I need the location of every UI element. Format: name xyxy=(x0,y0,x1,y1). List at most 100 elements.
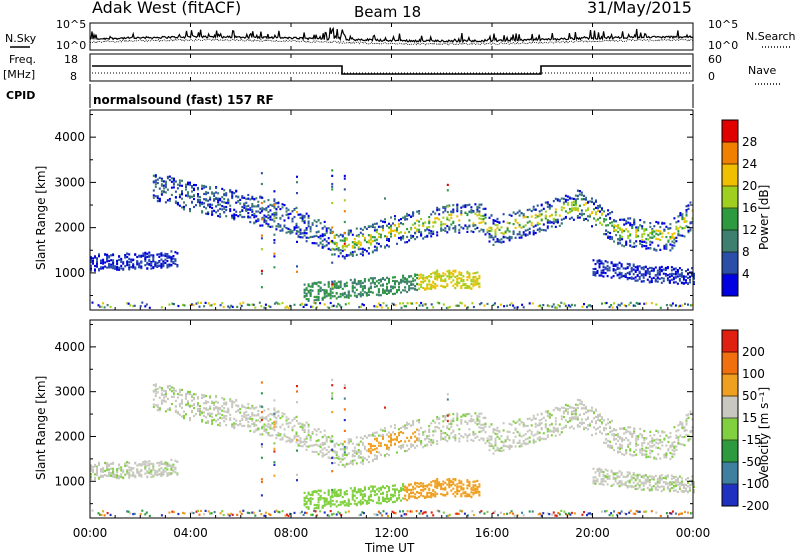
power-cell xyxy=(364,239,366,241)
power-cell xyxy=(360,291,362,293)
power-cell xyxy=(633,246,635,248)
power-cell xyxy=(175,180,177,182)
velocity-cell xyxy=(390,442,392,444)
power-cell xyxy=(298,226,300,228)
velocity-cell xyxy=(302,445,304,447)
power-cell xyxy=(363,304,365,306)
power-cell xyxy=(153,175,155,177)
velocity-cell xyxy=(195,413,197,415)
velocity-cell xyxy=(205,400,207,402)
power-cell xyxy=(207,204,209,206)
power-cell xyxy=(398,286,400,288)
power-cell xyxy=(312,222,314,224)
velocity-cell xyxy=(155,404,157,406)
velocity-cell xyxy=(247,407,249,409)
power-cell xyxy=(338,296,340,298)
velocity-cell xyxy=(442,415,444,417)
power-cell xyxy=(659,239,661,241)
power-cell xyxy=(288,231,290,233)
power-cell xyxy=(501,232,503,234)
velocity-cell xyxy=(438,427,440,429)
power-cell xyxy=(273,255,275,257)
power-cell xyxy=(118,256,120,258)
power-cell xyxy=(436,234,438,236)
velocity-cell xyxy=(324,492,326,494)
power-cell xyxy=(521,227,523,229)
power-cell xyxy=(458,274,460,276)
power-cell xyxy=(259,225,261,227)
velocity-cell xyxy=(336,491,338,493)
power-cell xyxy=(619,277,621,279)
velocity-cell xyxy=(681,436,683,438)
velocity-cell xyxy=(292,419,294,421)
power-cell xyxy=(495,233,497,235)
power-cell xyxy=(420,277,422,279)
velocity-cell xyxy=(637,438,639,440)
velocity-cell xyxy=(344,457,346,459)
velocity-cell xyxy=(170,469,172,471)
velocity-cell xyxy=(269,435,271,437)
velocity-cell xyxy=(277,415,279,417)
power-cell xyxy=(551,225,553,227)
power-cell xyxy=(587,202,589,204)
power-cell xyxy=(282,302,284,304)
velocity-cell xyxy=(179,389,181,391)
power-cell xyxy=(509,214,511,216)
velocity-cell xyxy=(641,442,643,444)
velocity-cell xyxy=(448,437,450,439)
power-cell xyxy=(647,279,649,281)
power-cell xyxy=(424,288,426,290)
velocity-cell xyxy=(679,421,681,423)
power-cell xyxy=(316,225,318,227)
velocity-cell xyxy=(288,418,290,420)
power-cell xyxy=(591,225,593,227)
velocity-cell xyxy=(476,419,478,421)
power-cell xyxy=(374,226,376,228)
power-cell xyxy=(573,209,575,211)
power-cell xyxy=(499,222,501,224)
velocity-cell xyxy=(635,449,637,451)
velocity-cell xyxy=(265,429,267,431)
velocity-cell xyxy=(253,414,255,416)
power-cell xyxy=(191,185,193,187)
power-cell xyxy=(690,229,692,231)
velocity-cell xyxy=(157,406,159,408)
velocity-cell xyxy=(166,465,168,467)
power-cell xyxy=(637,227,639,229)
power-cell xyxy=(318,296,320,298)
power-cell xyxy=(529,302,531,304)
power-cell xyxy=(328,237,330,239)
power-cell xyxy=(229,191,231,193)
power-cell xyxy=(233,213,235,215)
power-cell xyxy=(603,210,605,212)
velocity-cell xyxy=(613,435,615,437)
power-cell xyxy=(169,200,171,202)
power-cell xyxy=(310,230,312,232)
velocity-cell xyxy=(342,455,344,457)
power-cell xyxy=(444,227,446,229)
power-cell xyxy=(539,230,541,232)
power-cell xyxy=(531,222,533,224)
power-cell xyxy=(387,307,389,309)
power-cell xyxy=(671,266,673,268)
power-cell xyxy=(187,182,189,184)
power-cell xyxy=(686,205,688,207)
velocity-cell xyxy=(533,435,535,437)
power-cell xyxy=(211,211,213,213)
power-cell xyxy=(348,254,350,256)
velocity-cell xyxy=(665,456,667,458)
power-cell xyxy=(499,229,501,231)
power-cell xyxy=(348,230,350,232)
power-cell xyxy=(229,205,231,207)
power-cell xyxy=(334,235,336,237)
velocity-cell xyxy=(92,471,94,473)
power-cell xyxy=(555,214,557,216)
power-cell xyxy=(331,175,333,177)
velocity-cell xyxy=(288,426,290,428)
power-cell xyxy=(273,253,275,255)
power-cell xyxy=(539,228,541,230)
velocity-cell xyxy=(372,445,374,447)
power-cell xyxy=(410,284,412,286)
power-cell xyxy=(533,206,535,208)
velocity-cell xyxy=(197,402,199,404)
